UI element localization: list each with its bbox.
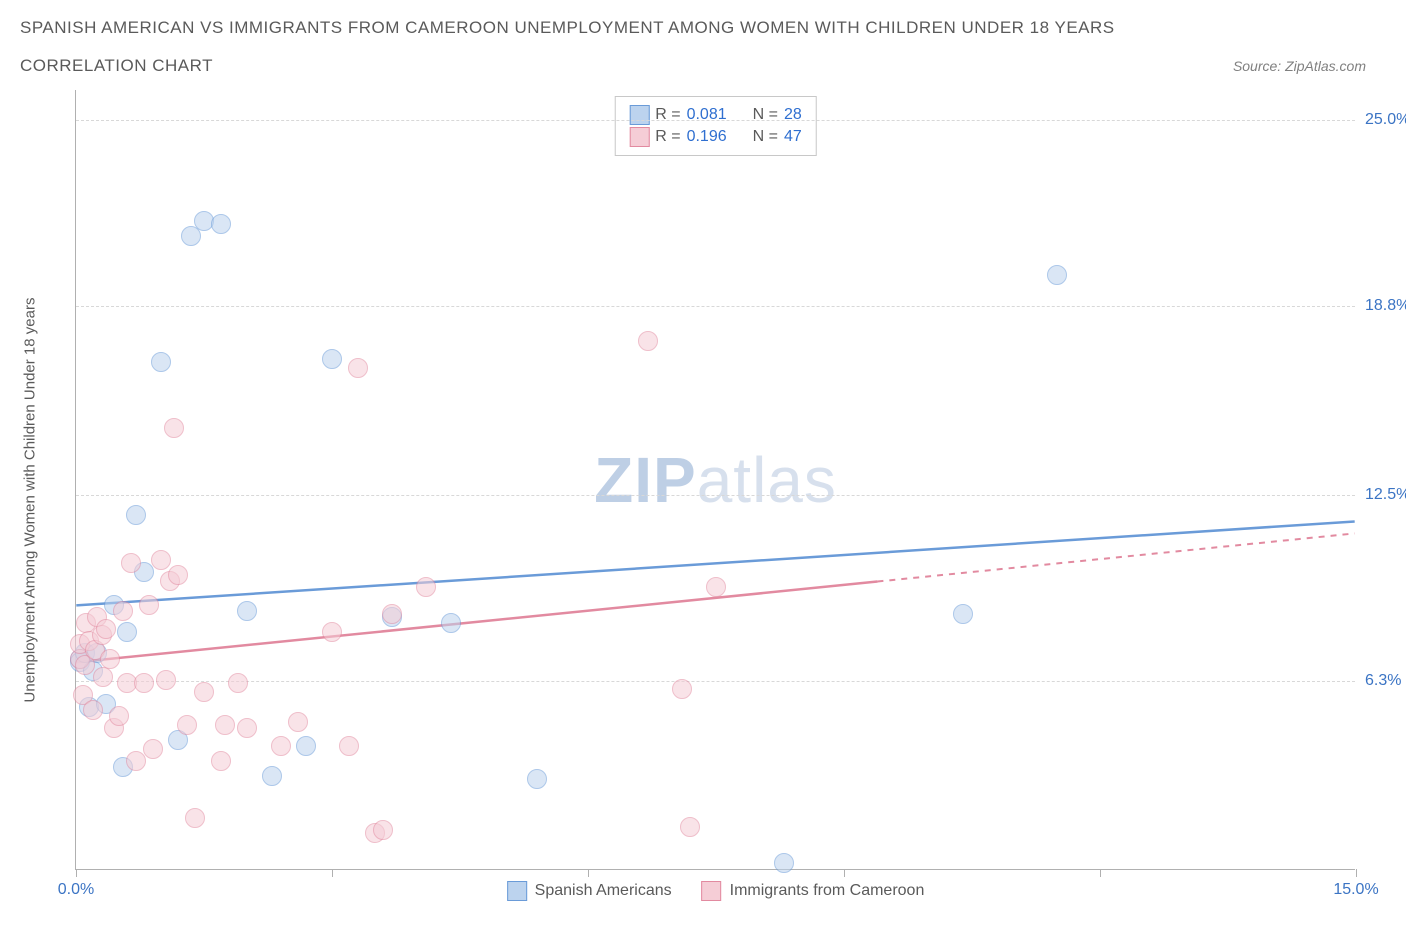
- gridline: [76, 681, 1355, 682]
- scatter-point: [100, 649, 120, 669]
- scatter-point: [322, 622, 342, 642]
- y-tick-label: 18.8%: [1365, 297, 1406, 315]
- scatter-point: [441, 613, 461, 633]
- gridline: [76, 495, 1355, 496]
- scatter-point: [638, 331, 658, 351]
- scatter-point: [93, 667, 113, 687]
- scatter-point: [262, 766, 282, 786]
- scatter-point: [288, 712, 308, 732]
- legend-series-label: Immigrants from Cameroon: [730, 882, 925, 900]
- legend-series-label: Spanish Americans: [535, 882, 672, 900]
- x-tick: [1356, 869, 1357, 877]
- x-tick: [76, 869, 77, 877]
- x-tick: [588, 869, 589, 877]
- legend-stat-row: R = 0.196N = 47: [629, 127, 802, 147]
- scatter-point: [382, 604, 402, 624]
- chart-title-line2: CORRELATION CHART: [20, 56, 213, 76]
- legend-stats-box: R = 0.081N = 28R = 0.196N = 47: [614, 96, 817, 156]
- scatter-point: [211, 214, 231, 234]
- trend-line: [76, 582, 877, 663]
- scatter-point: [126, 505, 146, 525]
- scatter-point: [168, 565, 188, 585]
- legend-series-item: Spanish Americans: [507, 881, 672, 901]
- scatter-point: [139, 595, 159, 615]
- legend-swatch: [629, 127, 649, 147]
- scatter-point: [416, 577, 436, 597]
- x-tick: [1100, 869, 1101, 877]
- y-tick-label: 25.0%: [1365, 111, 1406, 129]
- correlation-chart: Unemployment Among Women with Children U…: [20, 90, 1386, 910]
- gridline: [76, 120, 1355, 121]
- scatter-point: [672, 679, 692, 699]
- scatter-point: [339, 736, 359, 756]
- legend-swatch: [629, 105, 649, 125]
- gridline: [76, 306, 1355, 307]
- scatter-point: [83, 700, 103, 720]
- scatter-point: [237, 718, 257, 738]
- legend-stat-row: R = 0.081N = 28: [629, 105, 802, 125]
- scatter-point: [113, 601, 133, 621]
- plot-area: ZIPatlas R = 0.081N = 28R = 0.196N = 47 …: [75, 90, 1355, 870]
- scatter-point: [373, 820, 393, 840]
- legend-series: Spanish Americans Immigrants from Cameroo…: [507, 881, 925, 901]
- scatter-point: [109, 706, 129, 726]
- scatter-point: [680, 817, 700, 837]
- x-tick: [844, 869, 845, 877]
- x-tick-label: 15.0%: [1333, 881, 1378, 899]
- chart-title-line1: SPANISH AMERICAN VS IMMIGRANTS FROM CAME…: [20, 18, 1386, 38]
- scatter-point: [1047, 265, 1067, 285]
- scatter-point: [151, 550, 171, 570]
- scatter-point: [237, 601, 257, 621]
- scatter-point: [211, 751, 231, 771]
- scatter-point: [121, 553, 141, 573]
- source-attribution: Source: ZipAtlas.com: [1233, 58, 1386, 74]
- scatter-point: [151, 352, 171, 372]
- scatter-point: [215, 715, 235, 735]
- scatter-point: [96, 619, 116, 639]
- scatter-point: [156, 670, 176, 690]
- scatter-point: [126, 751, 146, 771]
- trend-line-extrapolated: [877, 533, 1354, 581]
- scatter-point: [185, 808, 205, 828]
- legend-series-item: Immigrants from Cameroon: [702, 881, 925, 901]
- y-tick-label: 6.3%: [1365, 672, 1406, 690]
- x-tick: [332, 869, 333, 877]
- scatter-point: [164, 418, 184, 438]
- legend-swatch: [702, 881, 722, 901]
- scatter-point: [134, 673, 154, 693]
- scatter-point: [348, 358, 368, 378]
- trend-lines: [76, 90, 1355, 869]
- scatter-point: [706, 577, 726, 597]
- scatter-point: [953, 604, 973, 624]
- scatter-point: [527, 769, 547, 789]
- scatter-point: [774, 853, 794, 873]
- scatter-point: [271, 736, 291, 756]
- scatter-point: [177, 715, 197, 735]
- scatter-point: [322, 349, 342, 369]
- y-tick-label: 12.5%: [1365, 486, 1406, 504]
- legend-swatch: [507, 881, 527, 901]
- scatter-point: [143, 739, 163, 759]
- watermark: ZIPatlas: [594, 443, 837, 517]
- x-tick-label: 0.0%: [58, 881, 94, 899]
- scatter-point: [296, 736, 316, 756]
- y-axis-title: Unemployment Among Women with Children U…: [22, 298, 39, 703]
- scatter-point: [194, 682, 214, 702]
- scatter-point: [228, 673, 248, 693]
- scatter-point: [117, 622, 137, 642]
